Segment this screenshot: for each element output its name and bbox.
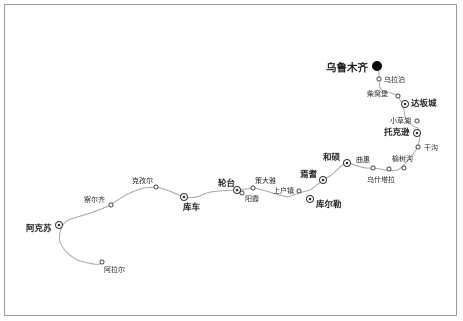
station-marker-icon <box>296 188 302 194</box>
town-marker-dot-icon <box>321 178 325 182</box>
station-marker-icon <box>395 93 401 99</box>
station-marker-icon <box>415 144 421 150</box>
city-label-aral: 阿拉尔 <box>104 265 125 274</box>
city-label-ganggou: 干沟 <box>424 143 438 152</box>
city-label-toksun: 托克逊 <box>384 127 410 138</box>
city-label-yanqi: 焉耆 <box>300 169 318 180</box>
city-toksun: 托克逊 <box>384 127 421 138</box>
station-marker-icon <box>376 76 382 82</box>
city-label-qule: 曲惠 <box>356 155 370 164</box>
town-marker-dot-icon <box>415 131 419 135</box>
city-yanqi: 焉耆 <box>300 169 327 184</box>
city-aksu: 阿克苏 <box>26 221 63 234</box>
city-label-yangxia: 阳霞 <box>245 194 259 203</box>
city-kuqa: 库车 <box>180 193 201 213</box>
city-wushitala: 乌什塔拉 <box>367 166 395 184</box>
station-marker-icon <box>386 166 392 172</box>
city-label-kizil: 克孜尔 <box>132 176 153 185</box>
city-label-aksu: 阿克苏 <box>26 223 52 234</box>
city-label-wushitala: 乌什塔拉 <box>367 175 395 184</box>
city-label-luntai: 轮台 <box>218 178 236 189</box>
city-label-shanghuzhen: 上户镇 <box>273 186 294 195</box>
city-urumqi: 乌鲁木齐 <box>326 61 382 74</box>
station-marker-icon <box>414 118 420 124</box>
city-cedaya: 策大雅 <box>250 176 276 191</box>
city-aral: 阿拉尔 <box>99 259 125 274</box>
city-hejing: 和硕 <box>323 152 351 167</box>
town-marker-dot-icon <box>182 195 186 199</box>
station-marker-icon <box>250 185 256 191</box>
station-marker-icon <box>370 165 376 171</box>
capital-marker-icon <box>372 61 382 71</box>
city-label-cedaya: 策大雅 <box>255 176 276 185</box>
city-shanghuzhen: 上户镇 <box>273 186 302 195</box>
map-frame <box>4 4 457 316</box>
station-marker-icon <box>401 165 407 171</box>
station-marker-icon <box>239 190 245 196</box>
city-label-dabancheng: 达坂城 <box>411 98 437 109</box>
city-label-yushugou: 榆树沟 <box>392 154 413 163</box>
station-marker-icon <box>99 259 105 265</box>
city-chaiwopu: 柴窝堡 <box>367 89 401 99</box>
city-dabancheng: 达坂城 <box>401 98 437 109</box>
city-label-korla: 库尔勒 <box>316 199 342 210</box>
city-label-xiaocaohu: 小草湖 <box>390 116 411 125</box>
city-chaerqi: 察尔齐 <box>84 195 114 208</box>
city-korla: 库尔勒 <box>306 195 342 210</box>
city-label-kuqa: 库车 <box>183 202 201 213</box>
city-xiaocaohu: 小草湖 <box>390 116 420 125</box>
city-yushugou: 榆树沟 <box>392 154 413 171</box>
city-wulabo: 乌拉泊 <box>376 75 405 84</box>
city-label-hejing: 和硕 <box>323 152 341 163</box>
city-ganggou: 干沟 <box>415 143 438 152</box>
town-marker-dot-icon <box>308 197 312 201</box>
city-label-chaiwopu: 柴窝堡 <box>367 89 388 98</box>
city-kizil: 克孜尔 <box>132 176 159 190</box>
city-label-wulabo: 乌拉泊 <box>384 75 405 84</box>
station-marker-icon <box>108 202 114 208</box>
city-qule: 曲惠 <box>356 155 376 171</box>
city-luntai: 轮台 <box>218 178 241 194</box>
city-label-urumqi: 乌鲁木齐 <box>326 61 368 74</box>
town-marker-dot-icon <box>235 188 239 192</box>
town-marker-dot-icon <box>345 161 349 165</box>
railway-route <box>59 65 421 265</box>
city-label-chaerqi: 察尔齐 <box>84 195 105 204</box>
town-marker-dot-icon <box>57 223 61 227</box>
station-marker-icon <box>153 184 159 190</box>
city-yangxia: 阳霞 <box>239 190 259 203</box>
town-marker-dot-icon <box>403 102 407 106</box>
